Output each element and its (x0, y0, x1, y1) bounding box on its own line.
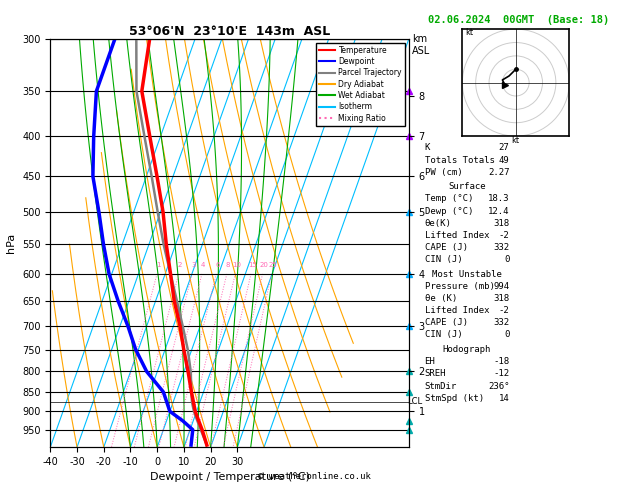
Text: 18.3: 18.3 (488, 194, 509, 204)
Text: Temp (°C): Temp (°C) (425, 194, 473, 204)
Text: kt: kt (465, 28, 473, 36)
X-axis label: kt: kt (512, 136, 520, 145)
Text: -2: -2 (499, 231, 509, 240)
Text: 12.4: 12.4 (488, 207, 509, 216)
Text: 3: 3 (191, 262, 196, 268)
Text: StmDir: StmDir (425, 382, 457, 391)
Text: -12: -12 (493, 369, 509, 379)
Text: CIN (J): CIN (J) (425, 330, 462, 340)
Text: 332: 332 (493, 243, 509, 252)
Text: StmSpd (kt): StmSpd (kt) (425, 394, 484, 403)
Text: 0: 0 (504, 255, 509, 264)
Text: 20: 20 (259, 262, 269, 268)
Y-axis label: hPa: hPa (6, 233, 16, 253)
Text: 332: 332 (493, 318, 509, 328)
Text: 0: 0 (504, 330, 509, 340)
Legend: Temperature, Dewpoint, Parcel Trajectory, Dry Adiabat, Wet Adiabat, Isotherm, Mi: Temperature, Dewpoint, Parcel Trajectory… (316, 43, 405, 125)
Text: 02.06.2024  00GMT  (Base: 18): 02.06.2024 00GMT (Base: 18) (428, 15, 609, 25)
Text: 25: 25 (269, 262, 277, 268)
Text: 8: 8 (226, 262, 230, 268)
Text: 2: 2 (178, 262, 182, 268)
Text: 318: 318 (493, 294, 509, 303)
Text: 6: 6 (215, 262, 220, 268)
Text: km
ASL: km ASL (412, 34, 430, 55)
Text: θe (K): θe (K) (425, 294, 457, 303)
Text: 4: 4 (201, 262, 206, 268)
Text: 1: 1 (156, 262, 161, 268)
Text: CAPE (J): CAPE (J) (425, 318, 467, 328)
Text: CIN (J): CIN (J) (425, 255, 462, 264)
Title: 53°06'N  23°10'E  143m  ASL: 53°06'N 23°10'E 143m ASL (129, 25, 330, 38)
Text: 994: 994 (493, 282, 509, 291)
Text: K: K (425, 143, 430, 153)
Text: -2: -2 (499, 306, 509, 315)
Text: LCL: LCL (408, 398, 423, 406)
X-axis label: Dewpoint / Temperature (°C): Dewpoint / Temperature (°C) (150, 472, 309, 483)
Text: Pressure (mb): Pressure (mb) (425, 282, 494, 291)
Text: © weatheronline.co.uk: © weatheronline.co.uk (258, 472, 371, 481)
Text: 15: 15 (248, 262, 257, 268)
Text: 236°: 236° (488, 382, 509, 391)
Text: EH: EH (425, 357, 435, 366)
Text: Surface: Surface (448, 182, 486, 191)
Text: θe(K): θe(K) (425, 219, 452, 228)
Text: CAPE (J): CAPE (J) (425, 243, 467, 252)
Text: 10: 10 (232, 262, 241, 268)
Text: Dewp (°C): Dewp (°C) (425, 207, 473, 216)
Text: 49: 49 (499, 156, 509, 165)
Text: Lifted Index: Lifted Index (425, 231, 489, 240)
Text: SREH: SREH (425, 369, 446, 379)
Text: Hodograph: Hodograph (443, 345, 491, 354)
Text: Most Unstable: Most Unstable (432, 270, 502, 279)
Text: Totals Totals: Totals Totals (425, 156, 494, 165)
Text: -18: -18 (493, 357, 509, 366)
Text: 2.27: 2.27 (488, 168, 509, 177)
Text: PW (cm): PW (cm) (425, 168, 462, 177)
Text: Lifted Index: Lifted Index (425, 306, 489, 315)
Text: 318: 318 (493, 219, 509, 228)
Text: 14: 14 (499, 394, 509, 403)
Text: 27: 27 (499, 143, 509, 153)
